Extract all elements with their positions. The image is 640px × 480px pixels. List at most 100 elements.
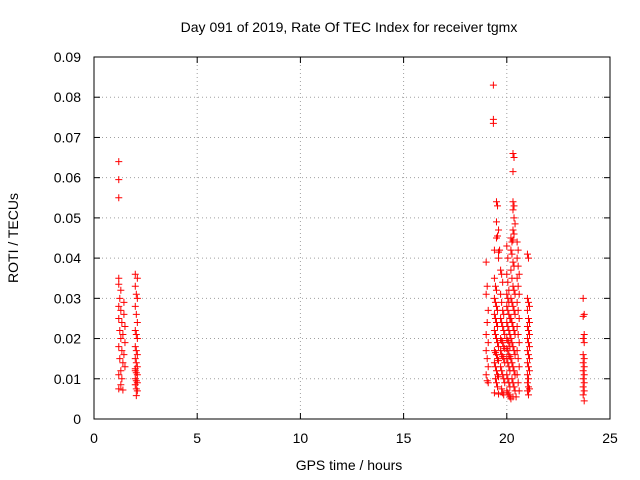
data-point <box>507 246 515 254</box>
data-point <box>504 254 512 262</box>
data-point <box>117 306 125 314</box>
data-point <box>133 294 141 302</box>
data-point <box>508 318 516 326</box>
data-point <box>483 282 491 290</box>
data-point <box>491 375 499 383</box>
data-point <box>514 246 522 254</box>
data-point <box>116 294 124 302</box>
data-point <box>497 347 505 355</box>
data-point <box>131 327 139 335</box>
data-point <box>119 359 127 367</box>
data-point <box>579 312 587 320</box>
data-point <box>131 282 139 290</box>
data-point <box>483 318 491 326</box>
data-point <box>524 327 532 335</box>
data-point <box>499 339 507 347</box>
data-point <box>115 385 123 393</box>
x-tick-label: 25 <box>602 430 618 446</box>
data-point <box>509 258 517 266</box>
y-tick-label: 0 <box>73 411 81 427</box>
data-point <box>507 266 515 274</box>
data-point <box>579 294 587 302</box>
data-point <box>494 232 502 240</box>
data-point <box>524 363 532 371</box>
data-point <box>509 206 517 214</box>
data-point <box>133 335 141 343</box>
data-point <box>580 331 588 339</box>
data-point <box>490 294 498 302</box>
data-point <box>483 355 491 363</box>
data-point <box>504 306 512 314</box>
data-point <box>511 310 519 318</box>
data-point <box>492 218 500 226</box>
data-point <box>133 371 141 379</box>
data-point <box>482 331 490 339</box>
data-point <box>492 198 500 206</box>
data-point <box>115 280 123 288</box>
data-point <box>482 258 490 266</box>
data-point <box>482 290 490 298</box>
data-point <box>512 393 520 401</box>
plot-frame <box>93 56 611 420</box>
data-point <box>482 371 490 379</box>
y-tick-label: 0.08 <box>54 89 81 105</box>
data-point <box>503 371 511 379</box>
x-tick-label: 0 <box>90 430 98 446</box>
x-tick-label: 15 <box>396 430 412 446</box>
data-point <box>524 351 532 359</box>
data-point <box>526 302 534 310</box>
data-point <box>490 389 498 397</box>
grid-lines <box>94 57 610 419</box>
data-point <box>494 383 502 391</box>
data-point <box>514 331 522 339</box>
data-point <box>580 371 588 379</box>
data-point <box>491 298 499 306</box>
data-point <box>504 278 512 286</box>
data-points <box>115 81 588 405</box>
data-point <box>508 339 516 347</box>
data-point <box>513 347 521 355</box>
data-point <box>509 150 517 158</box>
data-point <box>579 375 587 383</box>
data-point <box>515 270 523 278</box>
x-tick-label: 10 <box>293 430 309 446</box>
data-point <box>115 176 123 184</box>
data-point <box>580 339 588 347</box>
axis-ticks: 0 5 10 15 20 25 0 0.01 0.02 0.03 0.04 0.05 0.06 0.07 0… <box>54 49 618 446</box>
x-axis-label: GPS time / hours <box>296 457 403 473</box>
data-point <box>118 347 126 355</box>
data-point <box>523 322 531 330</box>
data-point <box>509 363 517 371</box>
data-point <box>490 359 498 367</box>
y-tick-label: 0.07 <box>54 129 81 145</box>
data-point <box>120 351 128 359</box>
data-point <box>523 306 531 314</box>
data-point <box>121 339 129 347</box>
data-point <box>526 343 534 351</box>
data-point <box>132 331 140 339</box>
data-point <box>484 363 492 371</box>
x-tick-label: 5 <box>193 430 201 446</box>
data-point <box>497 363 505 371</box>
data-point <box>489 81 497 89</box>
data-point <box>118 318 126 326</box>
data-point <box>492 286 500 294</box>
data-point <box>514 282 522 290</box>
data-point <box>132 310 140 318</box>
data-point <box>492 379 500 387</box>
data-point <box>523 379 531 387</box>
data-point <box>497 266 505 274</box>
data-point <box>523 294 531 302</box>
data-point <box>580 397 588 405</box>
data-point <box>492 302 500 310</box>
data-point <box>115 302 123 310</box>
data-point <box>510 327 518 335</box>
data-point <box>117 286 125 294</box>
data-point <box>498 385 506 393</box>
data-point <box>514 306 522 314</box>
data-point <box>115 194 123 202</box>
data-point <box>526 318 534 326</box>
data-point <box>118 375 126 383</box>
data-point <box>515 314 523 322</box>
data-point <box>115 274 123 282</box>
